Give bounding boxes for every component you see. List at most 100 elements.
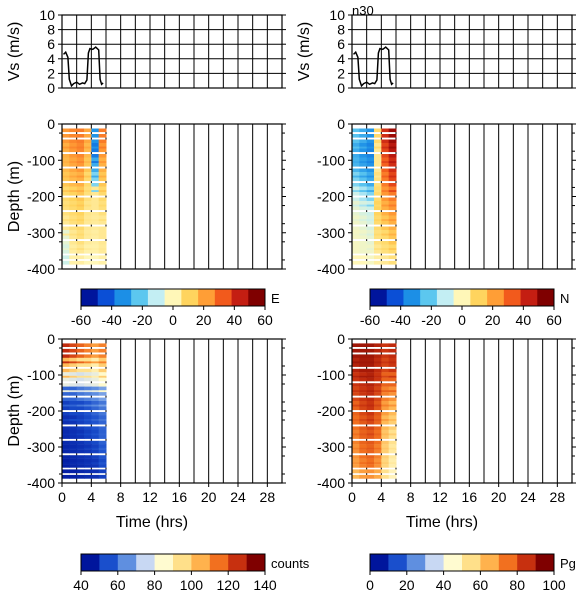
heatmap-cell xyxy=(84,154,92,158)
heatmap-cell xyxy=(62,368,70,373)
heatmap-cell xyxy=(98,134,107,138)
heatmap-cell xyxy=(76,212,85,216)
heatmap-cell xyxy=(98,255,107,259)
heatmap-cell xyxy=(352,348,360,353)
heatmap-cell xyxy=(388,357,397,362)
y-axis-label: Depth (m) xyxy=(6,161,23,232)
heatmap-cell xyxy=(69,412,78,416)
heatmap-cell xyxy=(91,386,100,391)
heatmap-cell xyxy=(359,435,368,439)
heatmap-cell xyxy=(366,206,375,211)
heatmap-cell xyxy=(388,348,397,353)
heatmap-cell xyxy=(98,244,107,249)
heatmap-cell xyxy=(62,372,70,376)
heatmap-cell xyxy=(84,354,92,358)
heatmap-cell xyxy=(374,449,382,454)
heatmap-cell xyxy=(84,348,92,353)
colorbar-segment xyxy=(370,554,389,571)
heatmap-cell xyxy=(366,226,375,231)
heatmap-cell xyxy=(69,188,78,193)
heatmap-cell xyxy=(84,377,92,382)
heatmap-cell xyxy=(388,230,397,234)
heatmap-cell xyxy=(366,203,375,207)
colorbar-segment xyxy=(164,289,182,306)
heatmap-cell xyxy=(76,221,85,225)
heatmap-cell xyxy=(381,372,390,376)
heatmap-cell xyxy=(374,368,382,373)
heatmap-cell xyxy=(91,188,100,193)
heatmap-cell xyxy=(62,203,70,207)
heatmap-cell xyxy=(76,359,85,364)
heatmap-cell xyxy=(366,449,375,454)
heatmap-cell xyxy=(62,183,70,187)
heatmap-cell xyxy=(374,260,382,265)
colorbar-tick-label: -60 xyxy=(360,312,380,328)
heatmap-cell xyxy=(366,157,375,162)
heatmap-cell xyxy=(359,246,368,251)
heatmap-cell xyxy=(69,241,78,245)
heatmap-cell xyxy=(352,217,360,222)
heatmap-cell xyxy=(366,372,375,376)
heatmap-cell xyxy=(352,386,360,391)
heatmap-cell xyxy=(91,383,100,387)
heatmap-cell xyxy=(98,374,107,378)
y-tick-label: 8 xyxy=(47,22,55,38)
heatmap-cell xyxy=(352,415,360,419)
heatmap-cell xyxy=(366,374,375,378)
heatmap-cell xyxy=(69,128,78,133)
heatmap-cell xyxy=(98,250,107,254)
vs-profile-line xyxy=(62,46,104,88)
heatmap-cell xyxy=(374,255,382,259)
heatmap-cell xyxy=(359,221,368,225)
heatmap-cell xyxy=(62,192,70,196)
heatmap-cell xyxy=(76,374,85,378)
heatmap-cell xyxy=(366,163,375,167)
heatmap-cell xyxy=(69,148,78,153)
heatmap-cell xyxy=(359,406,368,411)
heatmap-cell xyxy=(359,260,368,265)
heatmap-cell xyxy=(366,241,375,245)
heatmap-cell xyxy=(352,163,360,167)
heatmap-cell xyxy=(84,183,92,187)
heatmap-cell xyxy=(388,417,397,422)
heatmap-cell xyxy=(388,406,397,411)
vs-profile-line xyxy=(352,46,394,88)
heatmap-cell xyxy=(98,343,107,347)
heatmap-cell xyxy=(374,440,382,445)
colorbar-tick-label: -40 xyxy=(391,312,411,328)
heatmap-cell xyxy=(374,431,382,436)
heatmap-cell xyxy=(381,458,390,463)
heatmap-cell xyxy=(76,192,85,196)
heatmap-cell xyxy=(352,159,360,164)
heatmap-cell xyxy=(374,174,382,178)
heatmap-cell xyxy=(69,201,78,205)
heatmap-cell xyxy=(91,348,100,353)
heatmap-cell xyxy=(366,368,375,373)
heatmap-cell xyxy=(359,343,368,347)
heatmap-cell xyxy=(388,148,397,153)
y-axis-label: Vs (m/s) xyxy=(6,22,23,82)
heatmap-cell xyxy=(381,139,390,144)
heatmap-cell xyxy=(388,474,397,479)
heatmap-cell xyxy=(388,145,397,149)
heatmap-cell xyxy=(381,244,390,249)
heatmap-cell xyxy=(62,397,70,402)
heatmap-cell xyxy=(388,415,397,419)
y-tick-label: 4 xyxy=(337,51,345,67)
heatmap-cell xyxy=(359,455,368,459)
y-tick-label: 0 xyxy=(47,80,55,96)
heatmap-cell xyxy=(69,440,78,445)
heatmap-cell xyxy=(76,363,85,367)
heatmap-cell xyxy=(359,235,368,240)
heatmap-cell xyxy=(366,415,375,419)
heatmap-cell xyxy=(366,168,375,173)
heatmap-cell xyxy=(98,392,107,396)
heatmap-cell xyxy=(352,426,360,430)
heatmap-cell xyxy=(62,460,70,465)
heatmap-cell xyxy=(84,186,92,191)
heatmap-cell xyxy=(366,417,375,422)
heatmap-cell xyxy=(359,197,368,202)
heatmap-cell xyxy=(62,226,70,231)
heatmap-cell xyxy=(91,201,100,205)
